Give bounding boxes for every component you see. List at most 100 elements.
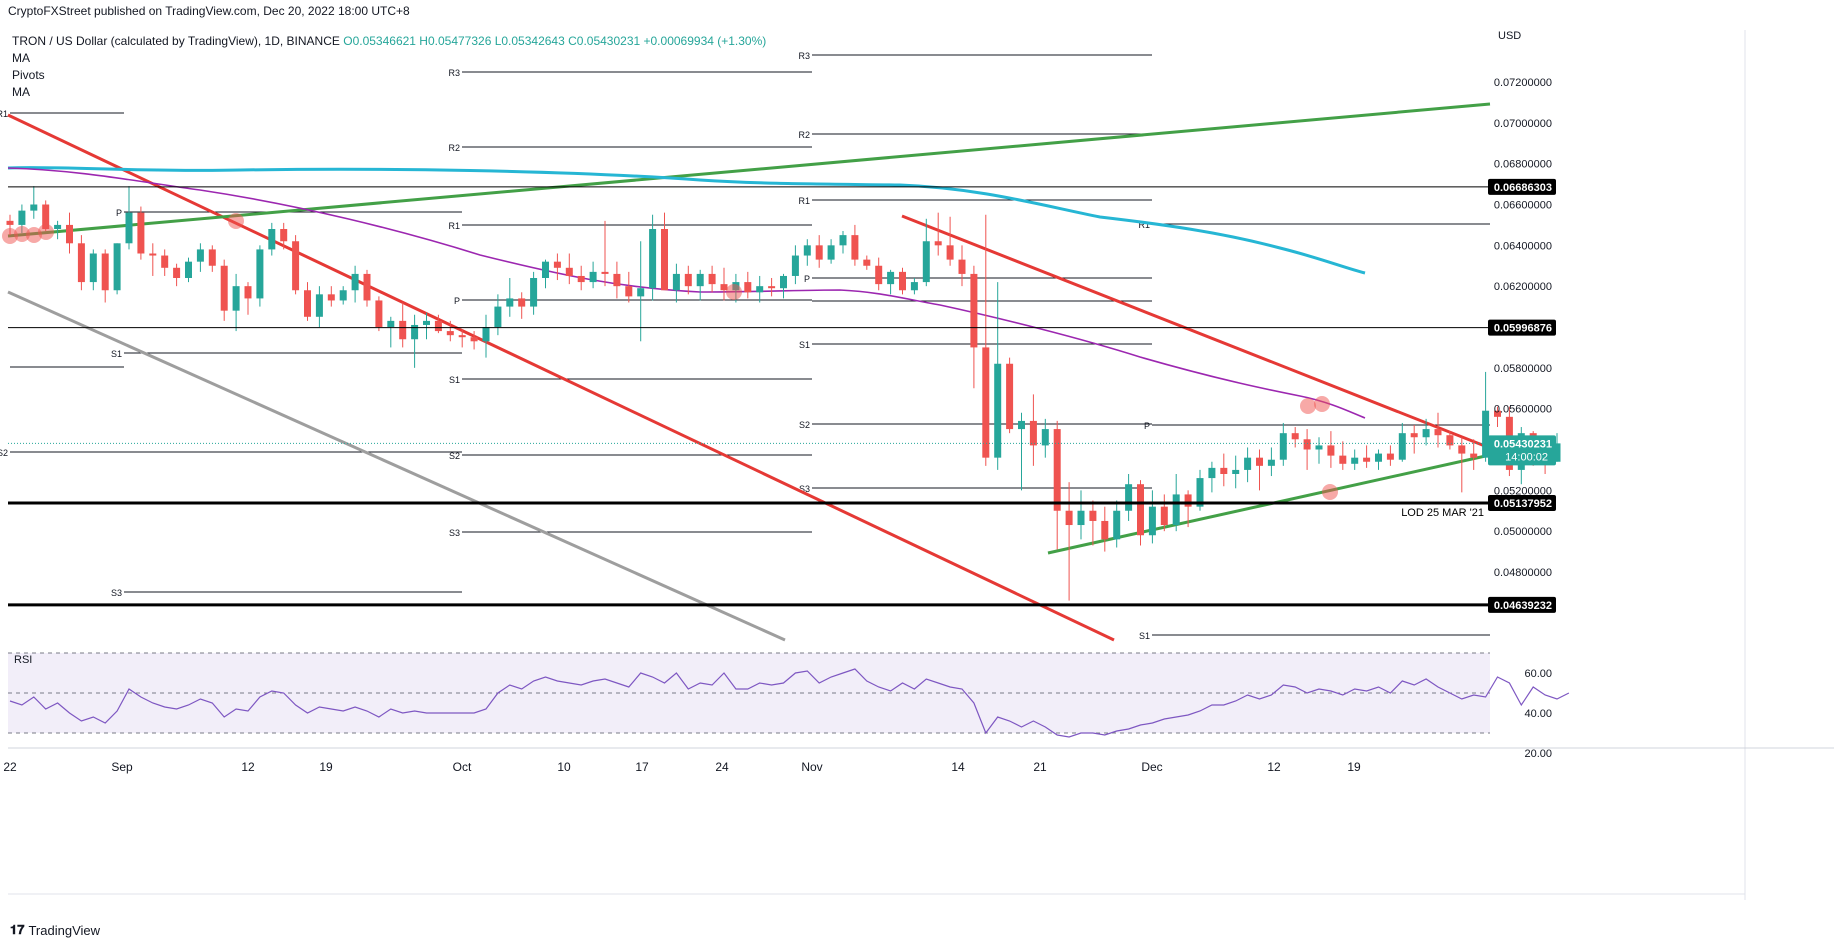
candle-body [791, 255, 799, 276]
tradingview-footer[interactable]: 𝟏𝟕 TradingView [10, 922, 100, 938]
candle-body [1303, 439, 1311, 450]
green-uptrend-line [7, 102, 1491, 238]
indicator-pivots[interactable]: Pivots [12, 68, 45, 82]
candle-body [244, 286, 252, 299]
highlight-circle [726, 284, 742, 300]
candle-body [1184, 494, 1192, 507]
candle-body [1291, 433, 1299, 440]
candle-body [994, 363, 1002, 458]
price-tick-label: 0.06600000 [1494, 200, 1552, 212]
candle-body [1077, 510, 1085, 526]
candle-body [208, 249, 216, 266]
time-tick-label: 22 [3, 760, 17, 774]
currency-label: USD [1498, 30, 1521, 42]
candle-body [720, 284, 728, 291]
pivot-label: R3 [798, 51, 810, 61]
time-tick-label: 10 [557, 760, 571, 774]
candle-body [161, 255, 169, 268]
level-value: 0.06686303 [1494, 182, 1552, 194]
pivot-label: S3 [449, 528, 460, 538]
pivot-label: R1 [798, 196, 810, 206]
candle-body [470, 337, 478, 342]
candle-body [899, 271, 906, 291]
candle-body [1172, 494, 1180, 526]
pivot-label: S2 [449, 451, 460, 461]
candle-body [1101, 520, 1109, 540]
candle-body [613, 273, 621, 287]
time-tick-label: Nov [801, 760, 822, 774]
current-price-value: 0.05430231 [1494, 438, 1552, 450]
candle-body [708, 273, 716, 285]
indicator-ma-2[interactable]: MA [12, 85, 30, 99]
rsi-tick-label: 20.00 [1524, 748, 1552, 760]
symbol-title[interactable]: TRON / US Dollar (calculated by TradingV… [12, 34, 340, 48]
candle-body [982, 347, 990, 458]
highlight-circle [38, 224, 54, 240]
highlight-circle [228, 213, 244, 229]
pivot-label: R1 [0, 109, 8, 119]
red-resistance-line [901, 214, 1491, 450]
trend-lines [7, 102, 1491, 642]
candle-body [1053, 429, 1061, 511]
candle-body [256, 249, 264, 299]
candle-body [482, 327, 490, 342]
candle-body [1315, 445, 1323, 450]
ma-fast-line [7, 167, 1366, 419]
candle-body [1446, 435, 1454, 446]
pivot-label: R1 [448, 221, 460, 231]
candle-body [280, 229, 288, 242]
candle-body [1458, 445, 1466, 454]
level-tag [1488, 178, 1556, 195]
highlight-circle [1322, 484, 1338, 500]
rsi-tick-label: 40.00 [1524, 708, 1552, 720]
current-price-tag [1488, 435, 1556, 466]
candle-body [1351, 457, 1359, 464]
indicator-ma-1[interactable]: MA [12, 51, 30, 65]
candle-body [851, 235, 859, 260]
candle-body [458, 335, 466, 338]
time-axis[interactable]: 22 Sep 12 19 Oct 10 17 24 Nov 14 21 Dec 12 19 [3, 760, 1361, 774]
price-tick-label: 0.07200000 [1494, 77, 1552, 89]
time-tick-label: Oct [453, 760, 472, 774]
candle-body [494, 306, 502, 327]
price-tick-label: 0.05600000 [1494, 404, 1552, 416]
candle-body [565, 267, 573, 276]
candle-body [446, 331, 454, 336]
time-tick-label: 12 [1267, 760, 1281, 774]
highlight-circle [1314, 396, 1330, 412]
pivot-label: S1 [799, 340, 810, 350]
candle-body [1363, 457, 1371, 462]
candle-body [89, 253, 97, 283]
candle-body [30, 204, 38, 211]
candle-body [185, 261, 192, 278]
candle-body [649, 229, 657, 289]
level-tag [1488, 319, 1556, 336]
red-downtrend-line [7, 113, 1115, 642]
candle-body [1339, 455, 1347, 464]
candle-body [1482, 410, 1490, 458]
candle-body [1553, 443, 1561, 462]
highlight-circle [26, 227, 42, 243]
price-tick-label: 0.07000000 [1494, 118, 1552, 130]
pivot-label: P [804, 274, 810, 284]
candle-body [387, 320, 395, 327]
candle-body [1006, 363, 1014, 430]
pivot-label: R2 [448, 143, 460, 153]
candle-body [149, 253, 157, 256]
price-tick-label: 0.06200000 [1494, 281, 1552, 293]
candle-body [1410, 433, 1418, 438]
candle-body [18, 210, 26, 225]
candle-body [1398, 433, 1406, 460]
publish-header: CryptoFXStreet published on TradingView.… [8, 4, 410, 18]
candle-body [1244, 457, 1252, 470]
candle-body [1232, 469, 1240, 474]
candle-body [601, 271, 609, 274]
time-tick-label: 17 [635, 760, 649, 774]
candle-body [304, 290, 311, 317]
pivot-label: S2 [799, 420, 810, 430]
candle-body [1125, 484, 1133, 511]
candle-body [232, 286, 240, 311]
candle-body [661, 229, 668, 291]
candle-body [1065, 510, 1073, 526]
